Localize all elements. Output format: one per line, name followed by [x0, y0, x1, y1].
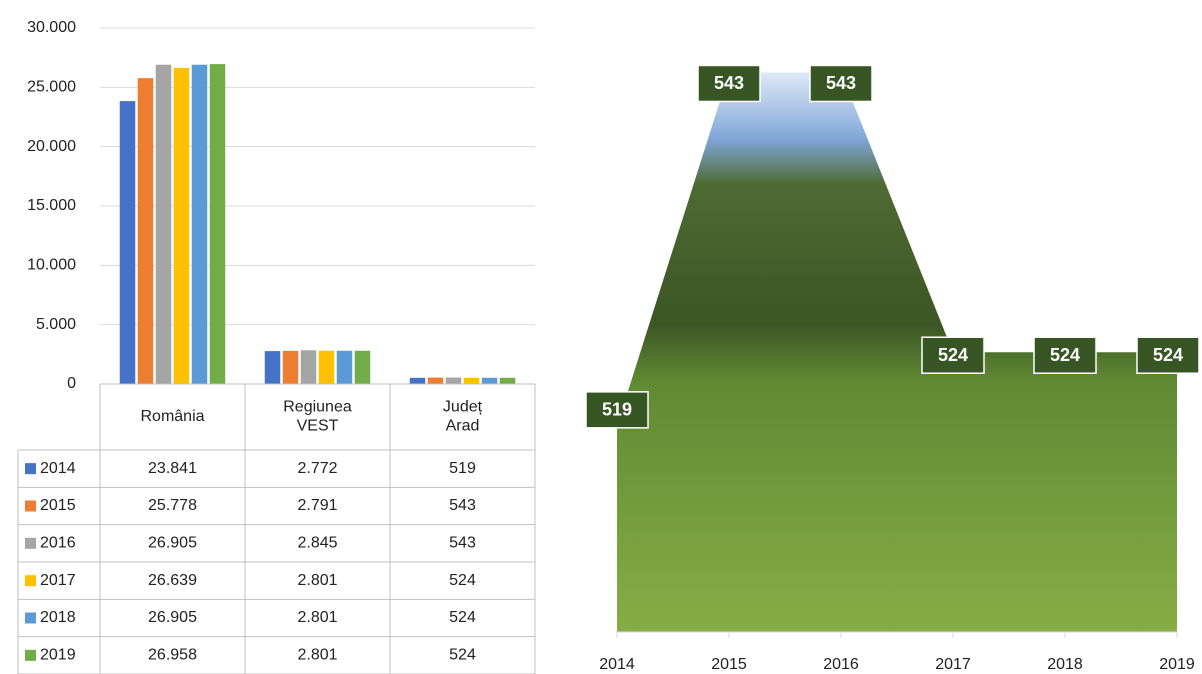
table-value: 519 — [449, 460, 476, 477]
legend-swatch — [25, 649, 36, 661]
bar — [300, 350, 317, 384]
legend-swatch — [25, 612, 36, 624]
x-tick-label: 2019 — [1159, 656, 1195, 673]
x-tick-label: 2016 — [823, 656, 859, 673]
y-tick-label: 10.000 — [27, 257, 76, 274]
data-label: 543 — [714, 73, 744, 93]
data-label-box — [585, 391, 649, 429]
y-tick-label: 0 — [67, 375, 76, 392]
table-value: 23.841 — [148, 460, 197, 477]
table-value: 26.905 — [148, 609, 197, 626]
data-label-box — [809, 64, 873, 103]
data-label: 524 — [1050, 345, 1080, 365]
bar — [463, 377, 480, 384]
legend-label: 2018 — [40, 609, 76, 626]
bar — [209, 64, 226, 385]
bar — [191, 64, 208, 385]
y-tick-label: 20.000 — [27, 138, 76, 155]
data-label: 524 — [938, 345, 968, 365]
data-label-box — [921, 336, 985, 374]
category-label: Județ Arad — [443, 399, 483, 435]
table-value: 2.772 — [297, 460, 337, 477]
bar — [427, 377, 444, 384]
data-label-box — [1033, 336, 1097, 374]
x-tick-label: 2018 — [1047, 656, 1083, 673]
table-value: 2.801 — [297, 572, 337, 589]
bar — [155, 64, 172, 385]
x-tick-label: 2017 — [935, 656, 971, 673]
table-value: 25.778 — [148, 497, 197, 514]
category-label-line: VEST — [297, 418, 339, 435]
table-value: 26.905 — [148, 535, 197, 552]
table-value: 524 — [449, 609, 476, 626]
bar — [264, 351, 281, 384]
legend-swatch — [25, 537, 36, 549]
legend-swatch — [25, 463, 36, 475]
bar — [481, 377, 498, 384]
legend-swatch — [25, 500, 36, 512]
legend-label: 2019 — [40, 647, 76, 664]
table-value: 2.845 — [297, 535, 337, 552]
bar — [173, 67, 190, 385]
table-value: 2.801 — [297, 609, 337, 626]
x-tick-label: 2015 — [711, 656, 747, 673]
bar — [409, 377, 426, 384]
data-label: 524 — [1153, 345, 1183, 365]
y-tick-label: 15.000 — [27, 197, 76, 214]
bar — [499, 377, 516, 384]
category-label-line: Județ — [443, 399, 483, 416]
table-value: 524 — [449, 647, 476, 664]
table-value: 543 — [449, 535, 476, 552]
x-tick-label: 2014 — [599, 656, 635, 673]
data-label-box — [1136, 336, 1200, 374]
legend-swatch — [25, 575, 36, 587]
table-value: 543 — [449, 497, 476, 514]
table-value: 2.801 — [297, 647, 337, 664]
bar — [318, 350, 335, 384]
data-label: 543 — [826, 73, 856, 93]
bar — [119, 101, 136, 385]
legend-label: 2017 — [40, 572, 76, 589]
area — [617, 72, 1177, 632]
category-label-line: Regiunea — [283, 399, 352, 416]
legend-label: 2015 — [40, 497, 76, 514]
y-tick-label: 5.000 — [36, 316, 76, 333]
category-label: Regiunea VEST — [283, 399, 352, 435]
bar — [445, 377, 462, 384]
bar — [354, 350, 371, 384]
legend-label: 2014 — [40, 460, 76, 477]
data-label-box — [697, 64, 761, 103]
bar — [282, 350, 299, 384]
table-value: 2.791 — [297, 497, 337, 514]
table-value: 26.639 — [148, 572, 197, 589]
category-label: România — [140, 408, 204, 425]
legend-label: 2016 — [40, 535, 76, 552]
data-label: 519 — [602, 400, 632, 420]
y-tick-label: 25.000 — [27, 79, 76, 96]
bar — [137, 78, 154, 384]
table-value: 524 — [449, 572, 476, 589]
category-label-line: Arad — [446, 418, 480, 435]
bar — [336, 350, 353, 384]
y-tick-label: 30.000 — [27, 19, 76, 36]
table-value: 26.958 — [148, 647, 197, 664]
